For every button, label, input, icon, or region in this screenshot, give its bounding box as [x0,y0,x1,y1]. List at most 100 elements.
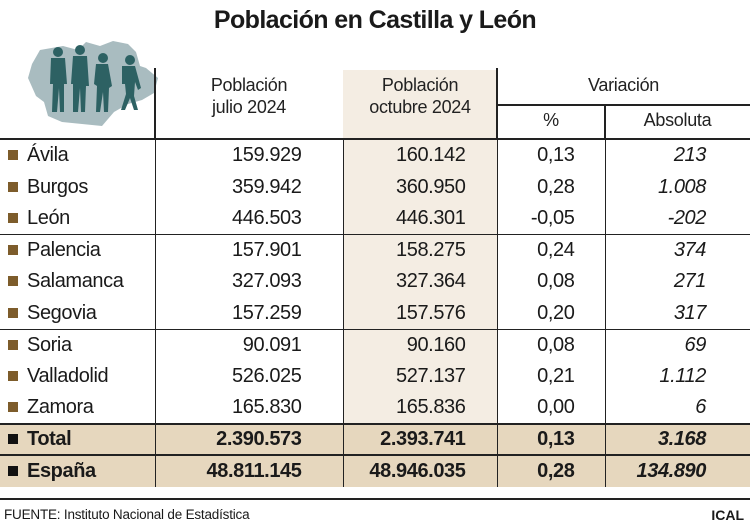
row-name: Valladolid [0,361,155,393]
cell-pct: -0,05 [496,203,605,235]
cell-pct: 0,08 [496,328,605,361]
cell-july-text: 359.942 [232,175,302,198]
header-october-line2: octubre 2024 [369,97,471,117]
cell-abs: 1.112 [604,360,750,392]
bullet-square-icon [8,245,18,255]
cell-abs: -202 [604,203,750,235]
cell-october-text: 160.142 [396,144,466,167]
cell-abs: 271 [604,266,750,298]
divider [0,138,750,140]
cell-abs-text: 3.168 [657,427,706,450]
cell-july-text: 157.259 [232,301,302,324]
population-table: Ávila 159.929 160.142 0,13 213 Burgos 359.942 3… [0,140,750,487]
cell-july: 327.093 [154,266,343,298]
bullet-square-icon [8,213,18,223]
cell-july: 165.830 [154,392,343,424]
cell-pct-text: 0,24 [537,239,575,261]
row-name-text: Salamanca [27,270,124,293]
cell-july-text: 165.830 [232,395,302,418]
cell-abs-text: 134.890 [636,459,707,482]
divider [497,104,750,106]
divider [496,68,498,140]
row-name: Burgos [0,172,155,204]
cell-abs: 134.890 [604,454,750,487]
cell-july: 157.259 [154,297,343,329]
brand-logo: ICAL [711,507,744,523]
castilla-leon-map-with-people-icon [28,41,158,126]
cell-pct-text: -0,05 [530,207,575,229]
cell-july-text: 526.025 [232,364,302,387]
row-name: Ávila [0,140,155,172]
cell-abs-text: 317 [673,301,707,324]
cell-october: 157.576 [342,297,497,329]
header-october-line1: Población [381,75,459,95]
cell-abs-text: 1.112 [659,364,706,387]
header-october: Población octubre 2024 [343,74,497,118]
bullet-square-icon [8,307,18,318]
cell-abs-text: 1.008 [657,175,706,198]
cell-october-text: 327.364 [396,270,466,293]
bullet-square-icon [8,181,18,192]
header-july: Población julio 2024 [155,74,343,118]
cell-july-text: 446.503 [232,207,302,229]
cell-july: 2.390.573 [154,422,343,455]
cell-october-text: 48.946.035 [369,459,466,482]
cell-pct: 0,28 [496,454,605,487]
cell-abs: 1.008 [604,171,750,203]
cell-pct: 0,20 [496,297,605,329]
cell-october-text: 446.301 [396,207,466,229]
cell-pct-text: 0,08 [537,270,575,293]
cell-abs-text: 69 [684,333,707,356]
bullet-square-icon [8,339,18,350]
bullet-square-icon [8,150,18,161]
divider [154,68,156,140]
cell-october-text: 157.576 [396,301,466,324]
row-name: León [0,203,155,235]
table-row: Soria 90.091 90.160 0,08 69 [0,328,750,361]
cell-pct: 0,13 [496,422,605,455]
source-note: FUENTE: Instituto Nacional de Estadístic… [4,507,250,522]
cell-october-text: 90.160 [406,333,466,356]
table-row: Salamanca 327.093 327.364 0,08 271 [0,266,750,298]
cell-pct-text: 0,21 [537,364,575,387]
page-title: Población en Castilla y León [213,6,537,34]
cell-pct: 0,00 [496,392,605,424]
cell-pct-text: 0,20 [537,301,575,324]
cell-july-text: 90.091 [242,333,302,356]
cell-october: 2.393.741 [342,422,497,455]
cell-october-text: 360.950 [396,175,466,198]
cell-abs: 374 [604,234,750,266]
cell-july: 159.929 [154,140,343,172]
table-row: Total 2.390.573 2.393.741 0,13 3.168 [0,422,750,455]
table-row: España 48.811.145 48.946.035 0,28 134.890 [0,454,750,487]
cell-october: 48.946.035 [342,454,497,487]
cell-pct: 0,08 [496,266,605,298]
row-name-text: León [27,207,70,229]
bullet-square-icon [8,401,18,412]
cell-july-text: 159.929 [232,144,302,167]
row-name-text: Valladolid [27,364,109,387]
cell-pct-text: 0,08 [537,333,575,356]
row-name-text: Burgos [27,175,88,198]
cell-october: 446.301 [342,203,497,235]
header-pct: % [543,110,559,130]
cell-pct-text: 0,28 [537,459,575,482]
cell-abs: 6 [604,392,750,424]
cell-abs-text: 213 [673,144,707,167]
divider [0,498,750,500]
cell-july: 526.025 [154,360,343,392]
row-name: Salamanca [0,266,155,298]
cell-pct-text: 0,28 [537,175,575,198]
cell-october: 360.950 [342,171,497,203]
cell-october: 158.275 [342,234,497,266]
cell-abs-text: 271 [673,270,707,293]
cell-october: 527.137 [342,360,497,392]
cell-pct: 0,13 [496,140,605,172]
cell-abs: 213 [604,140,750,172]
cell-pct-text: 0,13 [537,144,575,167]
row-name-text: España [27,459,96,482]
cell-pct: 0,24 [496,234,605,266]
row-name: Palencia [0,234,155,266]
row-name: Zamora [0,392,155,424]
header-abs: Absoluta [643,110,712,130]
